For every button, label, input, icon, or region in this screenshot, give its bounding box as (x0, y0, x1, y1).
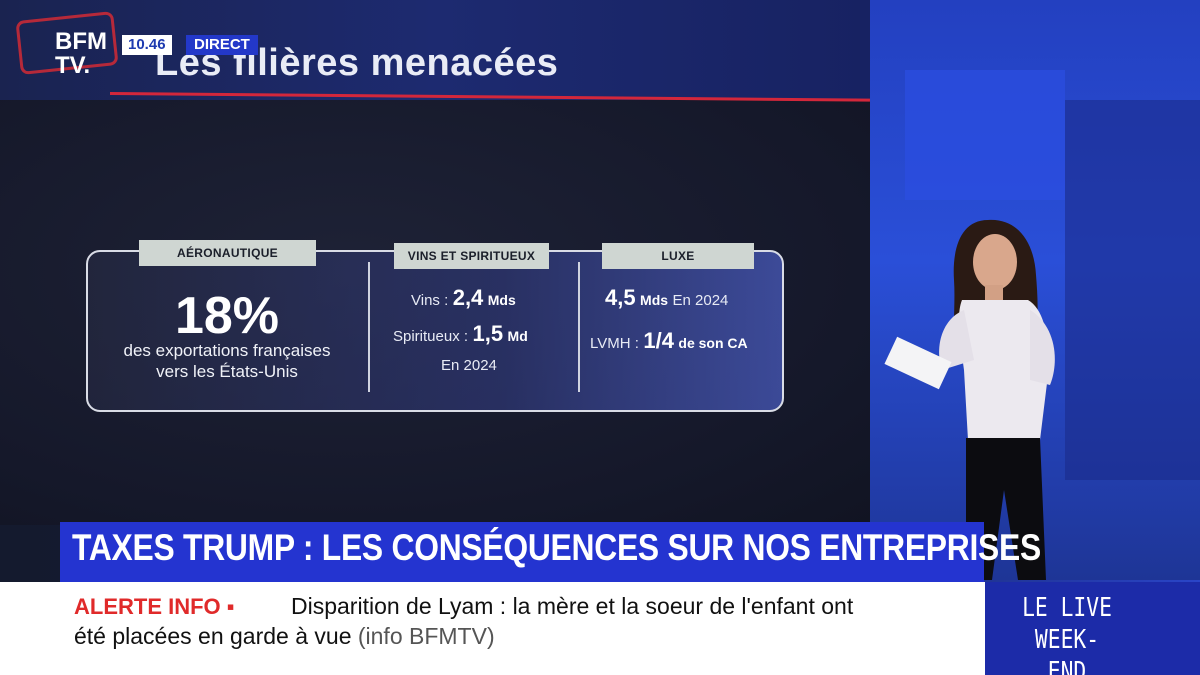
program-title-line: WEEK-END (1034, 625, 1100, 675)
row-value: 2,4 (452, 285, 484, 310)
headline-banner (60, 522, 984, 582)
presenter-figure (884, 219, 1055, 580)
program-title: LE LIVE WEEK-END (1022, 592, 1112, 675)
news-ticker (0, 582, 985, 675)
row-suffix: En 2024 (672, 292, 729, 309)
row-label: En 2024 (441, 357, 497, 374)
spiritueux-row: Spiritueux : 1,5 Md (393, 321, 528, 347)
lvmh-row: LVMH : 1/4 de son CA (590, 328, 748, 354)
program-badge (985, 582, 1200, 675)
alert-message-line: Disparition de Lyam : la mère et la soeu… (291, 593, 854, 619)
row-value: 1,5 (472, 321, 504, 346)
sector-tag-luxe: LUXE (602, 243, 754, 269)
row-value: 1/4 (643, 328, 674, 353)
alert-label: ALERTE INFO ▪ (74, 594, 235, 619)
row-label: Spiritueux : (393, 328, 469, 345)
export-share-description: des exportations françaises vers les Éta… (86, 340, 368, 382)
row-value: 4,5 (605, 285, 636, 310)
export-share-value: 18% (174, 287, 280, 345)
row-label: LVMH : (590, 335, 639, 352)
studio-light-panel (905, 70, 1065, 200)
row-unit: Md (507, 328, 528, 344)
logo-line: TV. (55, 52, 91, 79)
description-line: des exportations françaises (123, 341, 331, 360)
row-label: Vins : (411, 292, 449, 309)
sector-tag-aeronautique: AÉRONAUTIQUE (139, 240, 316, 266)
row-unit: Mds (487, 292, 516, 308)
studio-light-panel (1065, 100, 1200, 480)
logo-line: BFM (55, 28, 107, 55)
vins-row: Vins : 2,4 Mds (411, 285, 516, 311)
description-line: vers les États-Unis (156, 362, 298, 381)
live-badge: DIRECT (186, 35, 258, 55)
luxe-revenue-row: 4,5 Mds En 2024 (605, 285, 728, 311)
program-title-line: LE LIVE (1022, 593, 1112, 623)
alert-message-line2: été placées en garde à vue (info BFMTV) (74, 623, 495, 650)
card-divider (368, 262, 370, 392)
channel-logo: BFM TV. (55, 30, 107, 78)
row-suffix: de son CA (678, 335, 748, 351)
sector-tag-vins: VINS ET SPIRITUEUX (394, 243, 549, 269)
headline-text: TAXES TRUMP : LES CONSÉQUENCES SUR NOS E… (72, 527, 1041, 568)
row-unit: Mds (640, 292, 669, 308)
card-divider (578, 262, 580, 392)
alert-message-text: été placées en garde à vue (74, 623, 352, 649)
year-row: En 2024 (441, 357, 497, 375)
clock: 10.46 (122, 35, 172, 55)
alert-source: (info BFMTV) (357, 623, 495, 649)
